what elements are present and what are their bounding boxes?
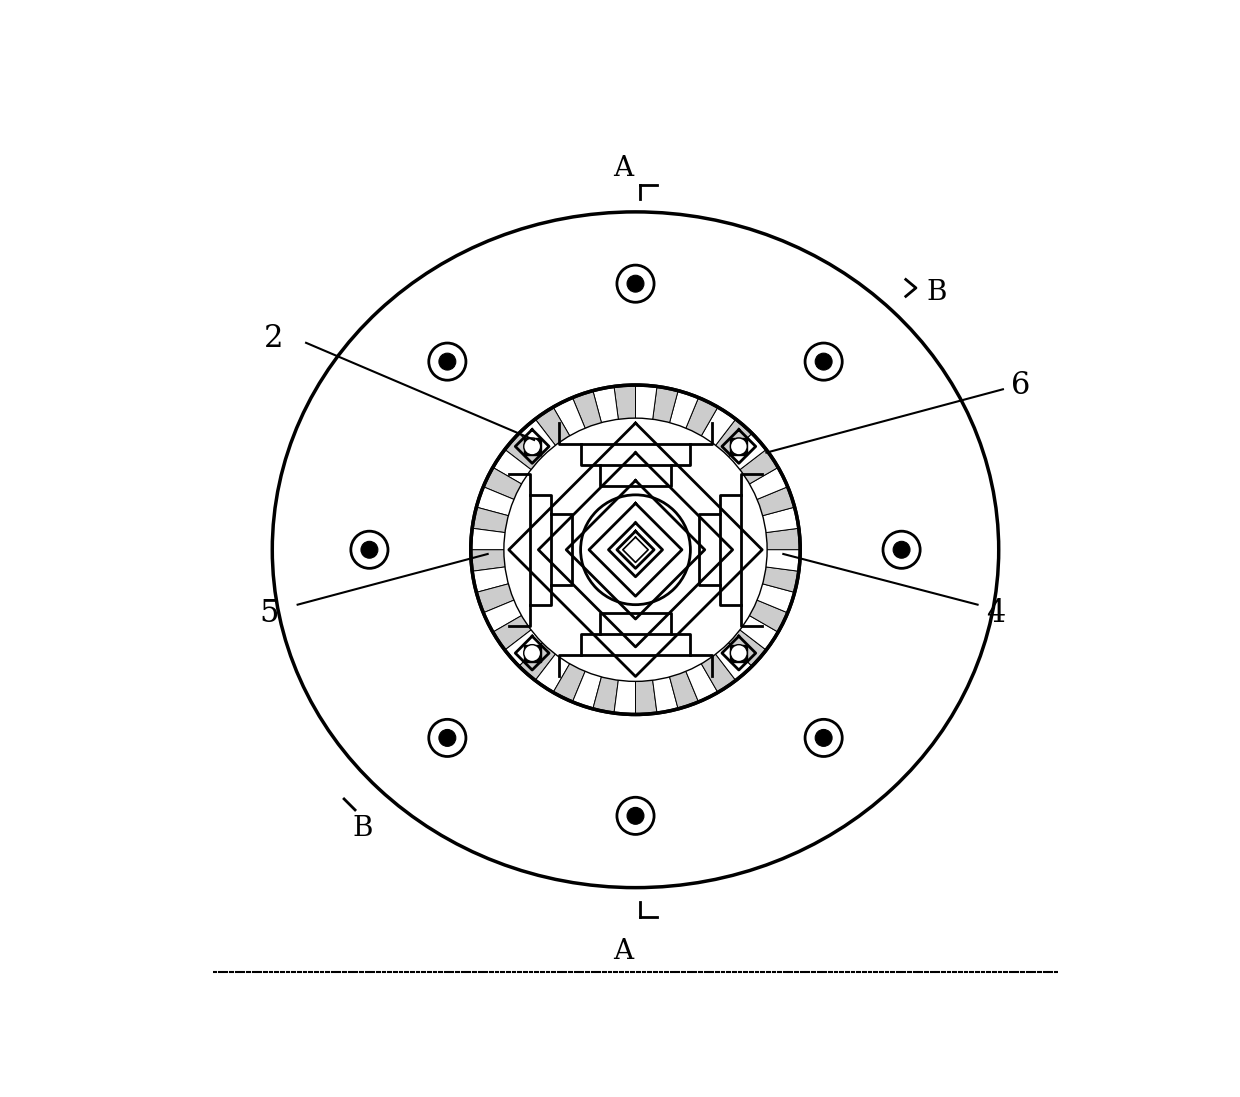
Circle shape (351, 531, 388, 568)
Polygon shape (670, 391, 698, 429)
Polygon shape (523, 438, 541, 455)
Circle shape (815, 730, 832, 746)
Polygon shape (715, 643, 751, 680)
Polygon shape (635, 679, 657, 714)
Polygon shape (652, 386, 678, 423)
Polygon shape (520, 643, 556, 680)
Polygon shape (505, 433, 543, 470)
Polygon shape (536, 654, 570, 692)
Polygon shape (730, 645, 748, 661)
Circle shape (618, 798, 653, 835)
Circle shape (627, 807, 644, 824)
Polygon shape (614, 385, 635, 420)
Circle shape (429, 720, 466, 757)
Circle shape (361, 541, 378, 558)
Circle shape (805, 720, 842, 757)
Polygon shape (573, 391, 601, 429)
Polygon shape (484, 467, 522, 499)
Polygon shape (471, 529, 506, 550)
Polygon shape (523, 645, 541, 661)
Text: 2: 2 (264, 324, 283, 354)
Polygon shape (505, 630, 543, 666)
Polygon shape (761, 567, 799, 592)
Circle shape (815, 353, 832, 370)
Polygon shape (715, 419, 751, 457)
Circle shape (730, 645, 748, 661)
Circle shape (730, 438, 748, 455)
Polygon shape (536, 407, 570, 445)
Polygon shape (756, 584, 795, 613)
Polygon shape (765, 529, 800, 550)
Polygon shape (520, 419, 556, 457)
Polygon shape (476, 584, 515, 613)
Polygon shape (471, 550, 506, 572)
Circle shape (429, 343, 466, 381)
Polygon shape (670, 670, 698, 709)
Circle shape (883, 531, 920, 568)
Polygon shape (761, 507, 799, 533)
Polygon shape (553, 664, 585, 702)
Polygon shape (686, 664, 718, 702)
Polygon shape (728, 433, 766, 470)
Polygon shape (730, 438, 748, 455)
Polygon shape (573, 670, 601, 709)
Circle shape (627, 275, 644, 292)
Polygon shape (728, 630, 766, 666)
Polygon shape (765, 550, 800, 572)
Circle shape (439, 730, 456, 746)
Text: A: A (613, 156, 632, 182)
Polygon shape (749, 467, 787, 499)
Polygon shape (492, 615, 532, 651)
Polygon shape (701, 654, 735, 692)
Circle shape (523, 438, 541, 455)
Circle shape (523, 645, 541, 661)
Polygon shape (749, 600, 787, 632)
Circle shape (618, 265, 653, 303)
Polygon shape (686, 397, 718, 437)
Polygon shape (739, 450, 779, 484)
Polygon shape (652, 676, 678, 713)
Text: B: B (928, 279, 947, 306)
Polygon shape (739, 615, 779, 651)
Text: 6: 6 (1012, 370, 1030, 400)
Polygon shape (476, 487, 515, 516)
Circle shape (439, 353, 456, 370)
Polygon shape (593, 386, 619, 423)
Polygon shape (492, 450, 532, 484)
Polygon shape (635, 385, 657, 420)
Polygon shape (756, 487, 795, 516)
Polygon shape (472, 507, 510, 533)
Circle shape (805, 343, 842, 381)
Polygon shape (614, 679, 635, 714)
Circle shape (893, 541, 910, 558)
Text: B: B (352, 815, 373, 842)
Text: A: A (613, 938, 632, 965)
Circle shape (505, 419, 766, 680)
Polygon shape (472, 567, 510, 592)
Polygon shape (701, 407, 735, 445)
Polygon shape (553, 397, 585, 437)
Text: 5: 5 (259, 598, 279, 629)
Polygon shape (484, 600, 522, 632)
Polygon shape (593, 676, 619, 713)
Text: 4: 4 (986, 598, 1006, 629)
